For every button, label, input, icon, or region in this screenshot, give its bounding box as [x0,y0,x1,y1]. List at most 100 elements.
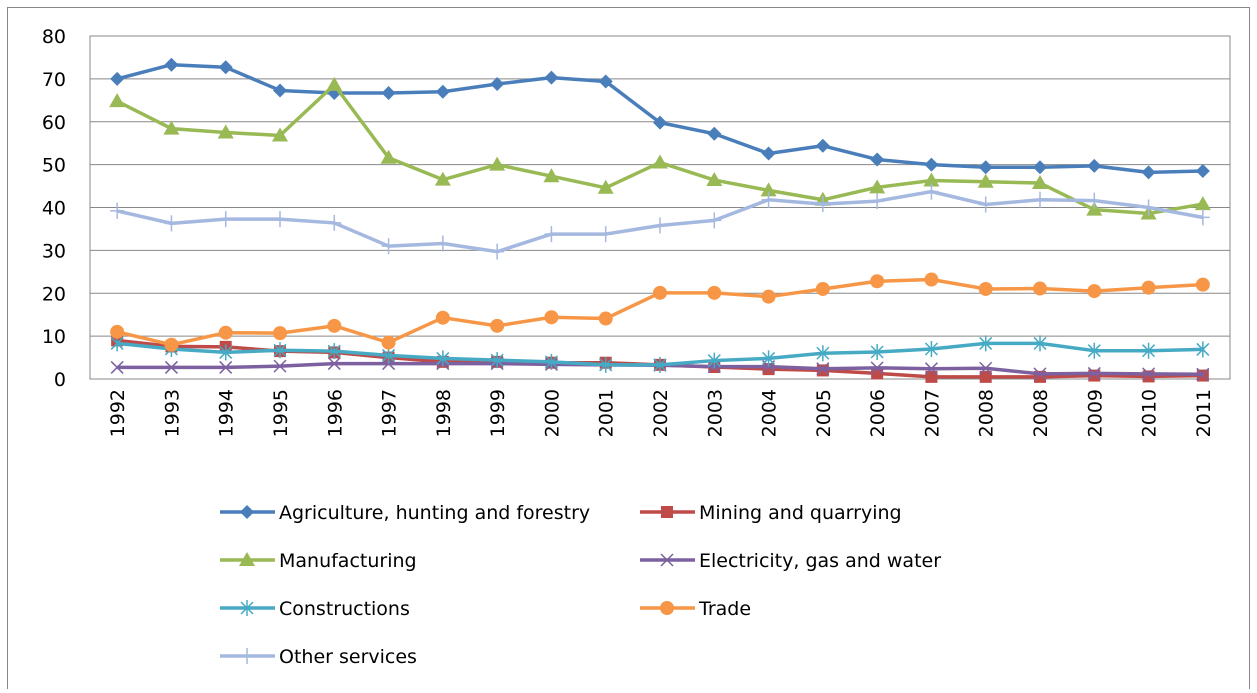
marker [979,361,993,375]
legend-entry: Other services [220,646,417,668]
marker [164,337,179,352]
marker [218,325,233,340]
marker [435,310,450,325]
marker [273,211,287,228]
marker [110,360,124,374]
marker [979,370,992,383]
legend-label: Manufacturing [279,550,417,572]
marker [1195,209,1210,226]
y-tick-label: 20 [42,283,66,305]
legend-entry: Electricity, gas and water [640,550,941,572]
marker [435,235,450,252]
legend-entry: Mining and quarrying [640,502,902,524]
x-tick-label: 2005 [813,389,835,437]
marker [273,326,287,341]
marker [924,157,939,172]
x-tick-label: 1994 [216,389,238,437]
marker [924,272,939,287]
marker [816,345,830,362]
legend-entry: Constructions [220,598,410,620]
marker [598,74,613,89]
marker [653,115,667,130]
marker [870,193,885,210]
marker [925,370,938,383]
marker [815,196,830,213]
legend-marker [660,553,674,567]
marker [1033,191,1047,208]
marker [653,285,667,300]
marker [1196,367,1210,381]
marker [597,179,614,194]
x-tick-label: 1997 [379,389,401,437]
marker [815,281,830,296]
marker [1033,367,1047,381]
x-tick-label: 2009 [1084,389,1106,437]
x-tick-label: 2000 [541,389,563,437]
marker [163,120,180,135]
marker [436,350,450,367]
legend-marker [661,506,673,518]
y-tick-label: 80 [42,26,66,48]
marker [923,172,940,187]
y-tick-label: 50 [42,155,66,177]
marker [544,353,558,370]
marker [1142,367,1156,381]
marker [1033,335,1047,352]
x-tick-label: 1998 [433,389,455,437]
marker [110,324,125,339]
marker [219,360,233,374]
marker [1087,342,1101,359]
marker [544,226,559,243]
marker [924,340,938,357]
marker [870,274,885,289]
legend-marker [240,648,254,664]
marker [490,243,505,260]
marker [1141,280,1156,295]
legend-marker [239,552,255,566]
marker [977,173,994,188]
marker [599,356,613,373]
x-tick-label: 2008 [976,389,998,437]
marker [435,84,450,99]
marker [1033,281,1047,296]
marker [110,71,125,86]
marker [924,183,939,200]
marker [924,362,938,376]
marker [164,215,179,232]
marker [326,76,343,91]
x-tick-label: 2001 [596,389,618,437]
marker [760,182,777,197]
marker [870,152,885,167]
legend-label: Agriculture, hunting and forestry [279,502,590,524]
marker [1088,369,1101,382]
marker [110,202,125,219]
marker [707,126,722,141]
x-tick-label: 2010 [1139,389,1161,437]
marker [218,211,233,228]
marker [1087,366,1101,380]
y-tick-label: 0 [54,369,66,391]
marker [327,318,342,333]
marker [761,146,776,161]
marker [869,179,886,194]
x-tick-label: 2006 [867,389,889,437]
y-tick-label: 60 [42,112,66,134]
marker [381,86,396,101]
marker [327,214,342,231]
marker [1033,160,1047,175]
legend-label: Trade [698,598,751,620]
marker [164,360,178,374]
marker [870,361,884,375]
marker [653,217,667,234]
marker [1087,284,1102,299]
marker [978,281,993,296]
marker [218,60,233,75]
y-tick-label: 10 [42,326,66,348]
legend-marker [240,600,254,616]
y-tick-label: 30 [42,240,66,262]
y-tick-label: 40 [42,198,66,220]
x-tick-label: 1995 [270,389,292,437]
marker [1086,201,1103,216]
marker [490,352,504,369]
